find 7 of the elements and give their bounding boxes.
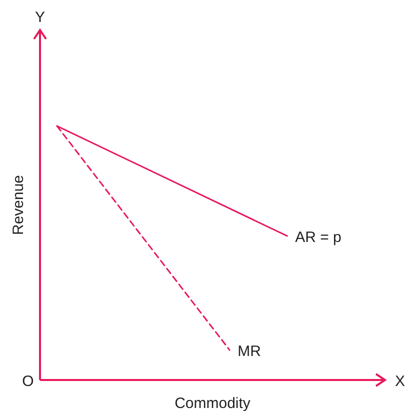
series-label: MR — [238, 343, 262, 360]
text: X — [395, 373, 406, 390]
y-axis-title: Revenue — [10, 174, 27, 236]
text: Y — [34, 9, 46, 26]
x-axis-title: Commodity — [174, 395, 251, 411]
text: O — [22, 373, 34, 390]
series-label: AR = p — [295, 228, 342, 246]
